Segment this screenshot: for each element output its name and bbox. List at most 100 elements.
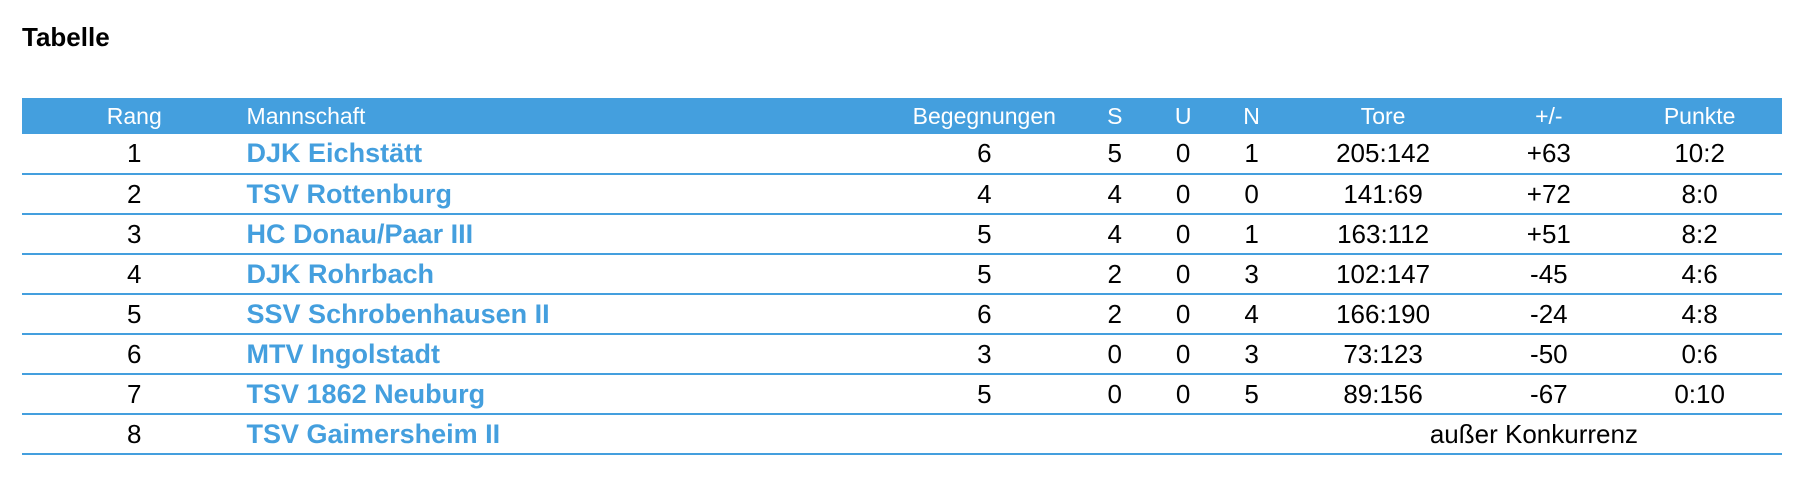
goal-difference-cell: +72 xyxy=(1480,174,1618,215)
team-link[interactable]: TSV Rottenburg xyxy=(246,178,453,209)
team-cell: SSV Schrobenhausen II xyxy=(246,294,889,335)
losses-cell: 0 xyxy=(1217,174,1286,215)
table-row: 3 HC Donau/Paar III 5 4 0 1 163:112 +51 … xyxy=(22,214,1782,255)
header-games: Begegnungen xyxy=(912,102,1056,129)
losses-cell: 1 xyxy=(1217,134,1286,175)
draws-cell: 0 xyxy=(1148,214,1218,255)
points-cell: 4:6 xyxy=(1617,254,1782,295)
rank-cell: 8 xyxy=(22,414,247,455)
table-row: 5 SSV Schrobenhausen II 6 2 0 4 166:190 … xyxy=(22,294,1782,335)
wins-cell: 0 xyxy=(1080,334,1149,375)
header-points: Punkte xyxy=(1663,102,1736,129)
standings-table-body: 1 DJK Eichstätt 6 5 0 1 205:142 +63 10:2… xyxy=(22,134,1782,455)
goal-difference-cell: -24 xyxy=(1480,294,1618,335)
rank-cell: 3 xyxy=(22,214,247,255)
table-row: 4 DJK Rohrbach 5 2 0 3 102:147 -45 4:6 xyxy=(22,254,1782,295)
team-link[interactable]: TSV 1862 Neuburg xyxy=(246,378,486,409)
wins-cell: 2 xyxy=(1080,294,1149,335)
rank-cell: 5 xyxy=(22,294,247,335)
rank-cell: 2 xyxy=(22,174,247,215)
goal-difference-cell: +63 xyxy=(1480,134,1618,175)
points-cell: 0:10 xyxy=(1617,374,1782,415)
games-cell: 6 xyxy=(888,134,1081,175)
header-team: Mannschaft xyxy=(246,102,366,129)
goals-cell: 163:112 xyxy=(1285,214,1481,255)
draws-cell: 0 xyxy=(1148,134,1218,175)
table-row: 1 DJK Eichstätt 6 5 0 1 205:142 +63 10:2 xyxy=(22,134,1782,175)
games-cell: 5 xyxy=(888,374,1081,415)
rank-cell: 6 xyxy=(22,334,247,375)
wins-cell: 4 xyxy=(1080,174,1149,215)
table-row: 2 TSV Rottenburg 4 4 0 0 141:69 +72 8:0 xyxy=(22,174,1782,215)
rank-cell: 1 xyxy=(22,134,247,175)
losses-cell xyxy=(1217,414,1286,455)
wins-cell: 5 xyxy=(1080,134,1149,175)
games-cell: 4 xyxy=(888,174,1081,215)
rank-cell: 4 xyxy=(22,254,247,295)
team-cell: TSV Rottenburg xyxy=(246,174,889,215)
team-cell: TSV Gaimersheim II xyxy=(246,414,889,455)
points-cell: 0:6 xyxy=(1617,334,1782,375)
goal-difference-cell: -45 xyxy=(1480,254,1618,295)
losses-cell: 1 xyxy=(1217,214,1286,255)
points-cell: 8:2 xyxy=(1617,214,1782,255)
points-cell: 4:8 xyxy=(1617,294,1782,335)
header-goal-difference: +/- xyxy=(1535,102,1563,129)
team-cell: MTV Ingolstadt xyxy=(246,334,889,375)
team-cell: DJK Eichstätt xyxy=(246,134,889,175)
losses-cell: 4 xyxy=(1217,294,1286,335)
standings-table: Rang Mannschaft Begegnungen S U N Tore +… xyxy=(22,98,1782,455)
team-cell: TSV 1862 Neuburg xyxy=(246,374,889,415)
header-draws: U xyxy=(1174,102,1192,129)
team-link[interactable]: DJK Eichstätt xyxy=(246,138,423,168)
table-row: 7 TSV 1862 Neuburg 5 0 0 5 89:156 -67 0:… xyxy=(22,374,1782,415)
team-link[interactable]: MTV Ingolstadt xyxy=(246,338,441,369)
goals-cell: 166:190 xyxy=(1285,294,1481,335)
draws-cell: 0 xyxy=(1148,174,1218,215)
goals-cell: 141:69 xyxy=(1285,174,1481,215)
losses-cell: 5 xyxy=(1217,374,1286,415)
rank-cell: 7 xyxy=(22,374,247,415)
games-cell: 3 xyxy=(888,334,1081,375)
wins-cell: 2 xyxy=(1080,254,1149,295)
draws-cell: 0 xyxy=(1148,374,1218,415)
header-wins: S xyxy=(1107,102,1123,129)
goal-difference-cell: +51 xyxy=(1480,214,1618,255)
team-link[interactable]: HC Donau/Paar III xyxy=(246,218,474,249)
points-cell: 10:2 xyxy=(1617,134,1782,175)
table-row: 8 TSV Gaimersheim II außer Konkurrenz xyxy=(22,414,1782,455)
header-losses: N xyxy=(1243,102,1260,129)
goals-cell: 102:147 xyxy=(1285,254,1481,295)
draws-cell: 0 xyxy=(1148,254,1218,295)
goal-difference-cell: -67 xyxy=(1480,374,1618,415)
goals-cell: 205:142 xyxy=(1285,134,1481,175)
games-cell xyxy=(888,414,1081,455)
games-cell: 6 xyxy=(888,294,1081,335)
goals-cell: 89:156 xyxy=(1285,374,1481,415)
losses-cell: 3 xyxy=(1217,254,1286,295)
standings-table-header: Rang Mannschaft Begegnungen S U N Tore +… xyxy=(22,98,1782,134)
team-link[interactable]: TSV Gaimersheim II xyxy=(246,418,501,449)
draws-cell: 0 xyxy=(1148,294,1218,335)
goals-cell: 73:123 xyxy=(1285,334,1481,375)
points-cell: 8:0 xyxy=(1617,174,1782,215)
team-cell: DJK Rohrbach xyxy=(246,254,889,295)
header-row: Rang Mannschaft Begegnungen S U N Tore +… xyxy=(22,98,1782,134)
non-competing-note: außer Konkurrenz xyxy=(1285,414,1782,455)
header-goals: Tore xyxy=(1360,102,1406,129)
team-link[interactable]: SSV Schrobenhausen II xyxy=(246,298,550,329)
draws-cell: 0 xyxy=(1148,334,1218,375)
table-row: 6 MTV Ingolstadt 3 0 0 3 73:123 -50 0:6 xyxy=(22,334,1782,375)
games-cell: 5 xyxy=(888,214,1081,255)
games-cell: 5 xyxy=(888,254,1081,295)
wins-cell: 0 xyxy=(1080,374,1149,415)
page-title: Tabelle xyxy=(22,22,110,52)
wins-cell: 4 xyxy=(1080,214,1149,255)
header-rank: Rang xyxy=(106,102,162,129)
wins-cell xyxy=(1080,414,1149,455)
draws-cell xyxy=(1148,414,1218,455)
losses-cell: 3 xyxy=(1217,334,1286,375)
team-link[interactable]: DJK Rohrbach xyxy=(246,258,435,289)
team-cell: HC Donau/Paar III xyxy=(246,214,889,255)
goal-difference-cell: -50 xyxy=(1480,334,1618,375)
